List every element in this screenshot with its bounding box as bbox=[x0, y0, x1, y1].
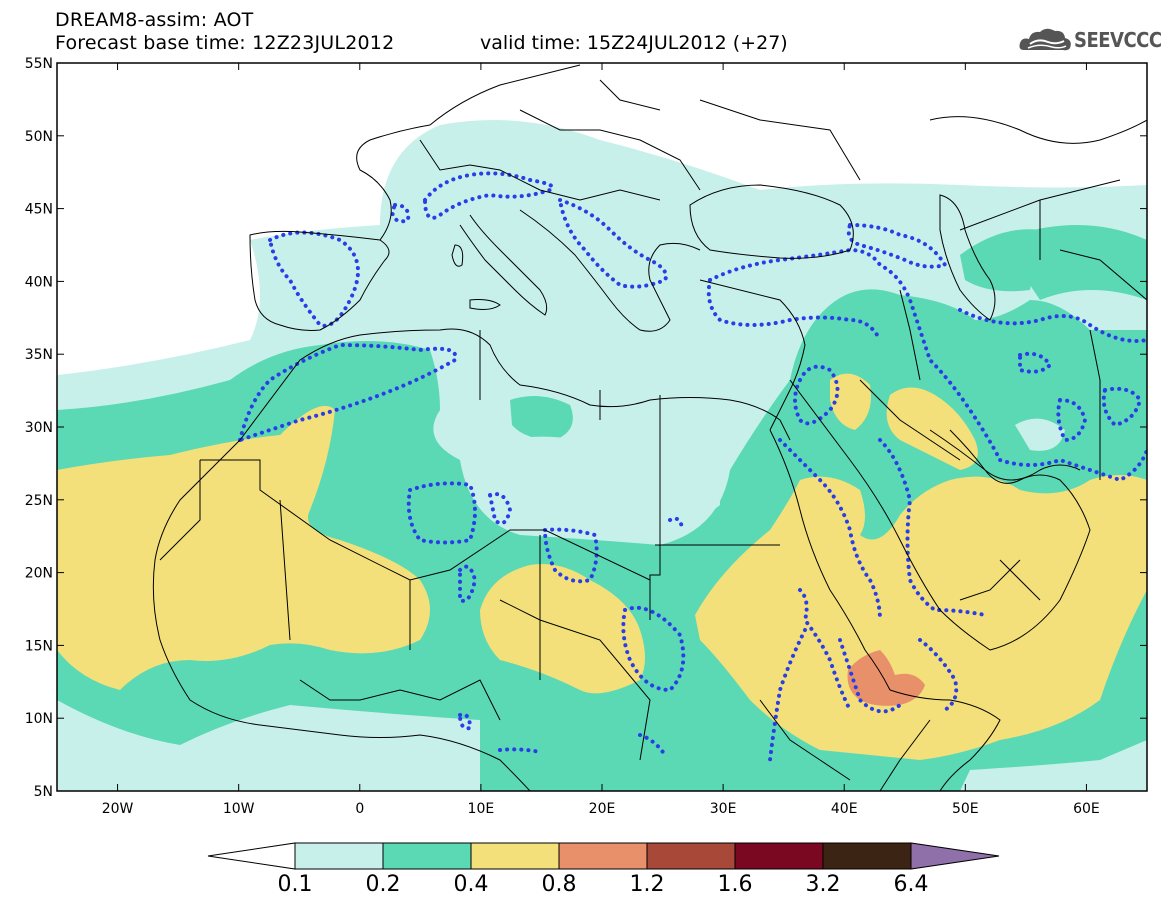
lat-label: 35N bbox=[25, 347, 53, 363]
colorbar-segment bbox=[558, 842, 648, 870]
lat-label: 40N bbox=[25, 274, 53, 290]
colorbar-label: 0.4 bbox=[454, 872, 489, 897]
lon-label: 40E bbox=[831, 801, 858, 817]
colorbar-label: 1.2 bbox=[630, 872, 665, 897]
lon-label: 20E bbox=[589, 801, 616, 817]
lon-label: 10E bbox=[468, 801, 495, 817]
colorbar-over-arrow bbox=[910, 842, 1000, 870]
colorbar-label: 0.8 bbox=[542, 872, 577, 897]
lon-label: 60E bbox=[1073, 801, 1100, 817]
aot-fill-layer bbox=[57, 63, 1147, 791]
colorbar-under-arrow bbox=[207, 842, 296, 870]
lat-label: 5N bbox=[34, 784, 53, 800]
dotted-contours bbox=[238, 171, 1147, 762]
colorbar-segment bbox=[470, 842, 560, 870]
colorbar-segment bbox=[294, 842, 384, 870]
cloud-icon bbox=[1019, 28, 1071, 51]
seevccc-logo: SEEVCCC bbox=[1018, 24, 1162, 56]
lat-label: 10N bbox=[25, 711, 53, 727]
map-title: DREAM8-assim: AOT bbox=[55, 9, 254, 31]
lat-label: 45N bbox=[25, 202, 53, 218]
lon-label: 0 bbox=[355, 801, 364, 817]
colorbar-segment bbox=[734, 842, 824, 870]
lon-label: 10W bbox=[223, 801, 255, 817]
coastlines bbox=[152, 64, 1147, 791]
colorbar-label: 1.6 bbox=[718, 872, 753, 897]
aot-level-0.4 bbox=[57, 405, 430, 690]
latitude-axis: 55N 50N 45N 40N 35N 30N 25N 20N 15N 10N 5N bbox=[25, 56, 1147, 800]
forecast-base-time: Forecast base time: 12Z23JUL2012 bbox=[55, 32, 395, 54]
lon-label: 50E bbox=[952, 801, 979, 817]
colorbar-segment bbox=[382, 842, 472, 870]
aot-level-0.8 bbox=[847, 650, 925, 706]
lat-label: 50N bbox=[25, 129, 53, 145]
lat-label: 20N bbox=[25, 566, 53, 582]
longitude-axis: 20W 10W 0 10E 20E 30E 40E 50E 60E bbox=[102, 63, 1100, 817]
lat-label: 30N bbox=[25, 420, 53, 436]
colorbar: 0.1 0.2 0.4 0.8 1.2 1.6 3.2 6.4 bbox=[207, 842, 1000, 897]
lon-label: 20W bbox=[102, 801, 134, 817]
colorbar-label: 6.4 bbox=[894, 872, 929, 897]
colorbar-label: 3.2 bbox=[806, 872, 841, 897]
colorbar-segment bbox=[822, 842, 912, 870]
lon-label: 30E bbox=[710, 801, 737, 817]
lat-label: 15N bbox=[25, 638, 53, 654]
valid-time: valid time: 15Z24JUL2012 (+27) bbox=[480, 32, 788, 54]
lat-label: 25N bbox=[25, 493, 53, 509]
colorbar-label: 0.1 bbox=[278, 872, 313, 897]
lat-label: 55N bbox=[25, 56, 53, 72]
colorbar-segment bbox=[646, 842, 736, 870]
logo-text: SEEVCCC bbox=[1074, 28, 1162, 52]
colorbar-label: 0.2 bbox=[366, 872, 401, 897]
